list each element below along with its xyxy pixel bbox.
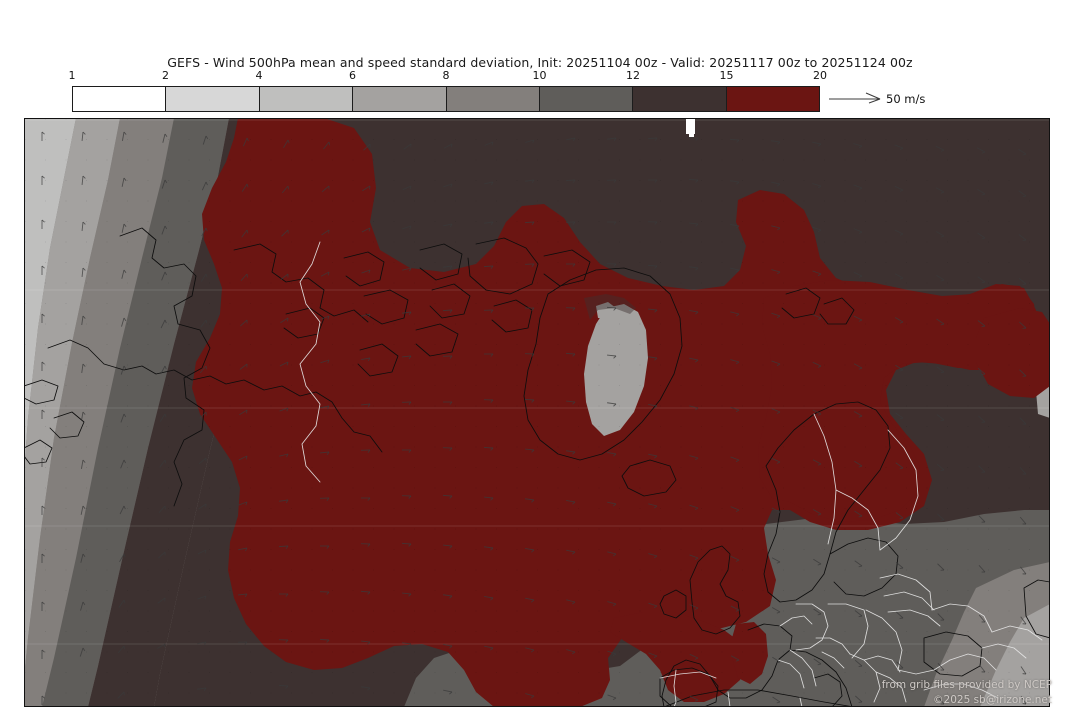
wind-reference-legend: 50 m/s bbox=[828, 86, 1038, 112]
attribution-line-1: from grib files provided by NCEP bbox=[881, 679, 1052, 691]
page-title: GEFS - Wind 500hPa mean and speed standa… bbox=[167, 55, 913, 70]
wind-arrow-icon bbox=[829, 92, 881, 104]
map-border bbox=[24, 118, 1050, 707]
colorbar-segment-4-6 bbox=[258, 87, 353, 111]
colorbar-tick-3: 4 bbox=[255, 69, 263, 82]
colorbar-tick-7: 12 bbox=[626, 69, 640, 82]
colorbar-segment-12-15 bbox=[632, 87, 726, 111]
map-canvas bbox=[24, 118, 1050, 707]
colorbar-segment-6-8 bbox=[352, 87, 446, 111]
weather-map[interactable] bbox=[24, 118, 1050, 707]
colorbar-tick-6: 10 bbox=[532, 69, 547, 82]
wind-reference-label: 50 m/s bbox=[886, 92, 926, 106]
colorbar-segment-15-20 bbox=[725, 87, 819, 111]
attribution-line-2: ©2025 sb@irizone.net bbox=[933, 694, 1052, 706]
coastlines bbox=[24, 227, 1050, 707]
colorbar-segment-10-12 bbox=[538, 87, 633, 111]
colorbar-tick-1: 1 bbox=[68, 69, 76, 82]
colorbar-tick-4: 6 bbox=[349, 69, 356, 82]
colorbar-tick-9: 20 bbox=[813, 69, 827, 82]
colorbar-segment-8-10 bbox=[445, 87, 539, 111]
colorbar-tick-2: 2 bbox=[162, 69, 169, 82]
colorbar-tick-labels: 1 2 4 6 8 10 12 15 20 bbox=[68, 68, 828, 84]
colorbar: 1 2 4 6 8 10 12 15 20 bbox=[69, 69, 827, 112]
colorbar-tick-8: 15 bbox=[719, 69, 734, 82]
colorbar-segment-1-2 bbox=[73, 87, 166, 111]
colorbar-segment-2-4 bbox=[165, 87, 259, 111]
colorbar-tick-5: 8 bbox=[442, 69, 450, 82]
attribution: from grib files provided by NCEP ©2025 s… bbox=[882, 678, 1052, 708]
colorbar-strip bbox=[72, 86, 820, 112]
country-borders bbox=[299, 241, 1043, 707]
